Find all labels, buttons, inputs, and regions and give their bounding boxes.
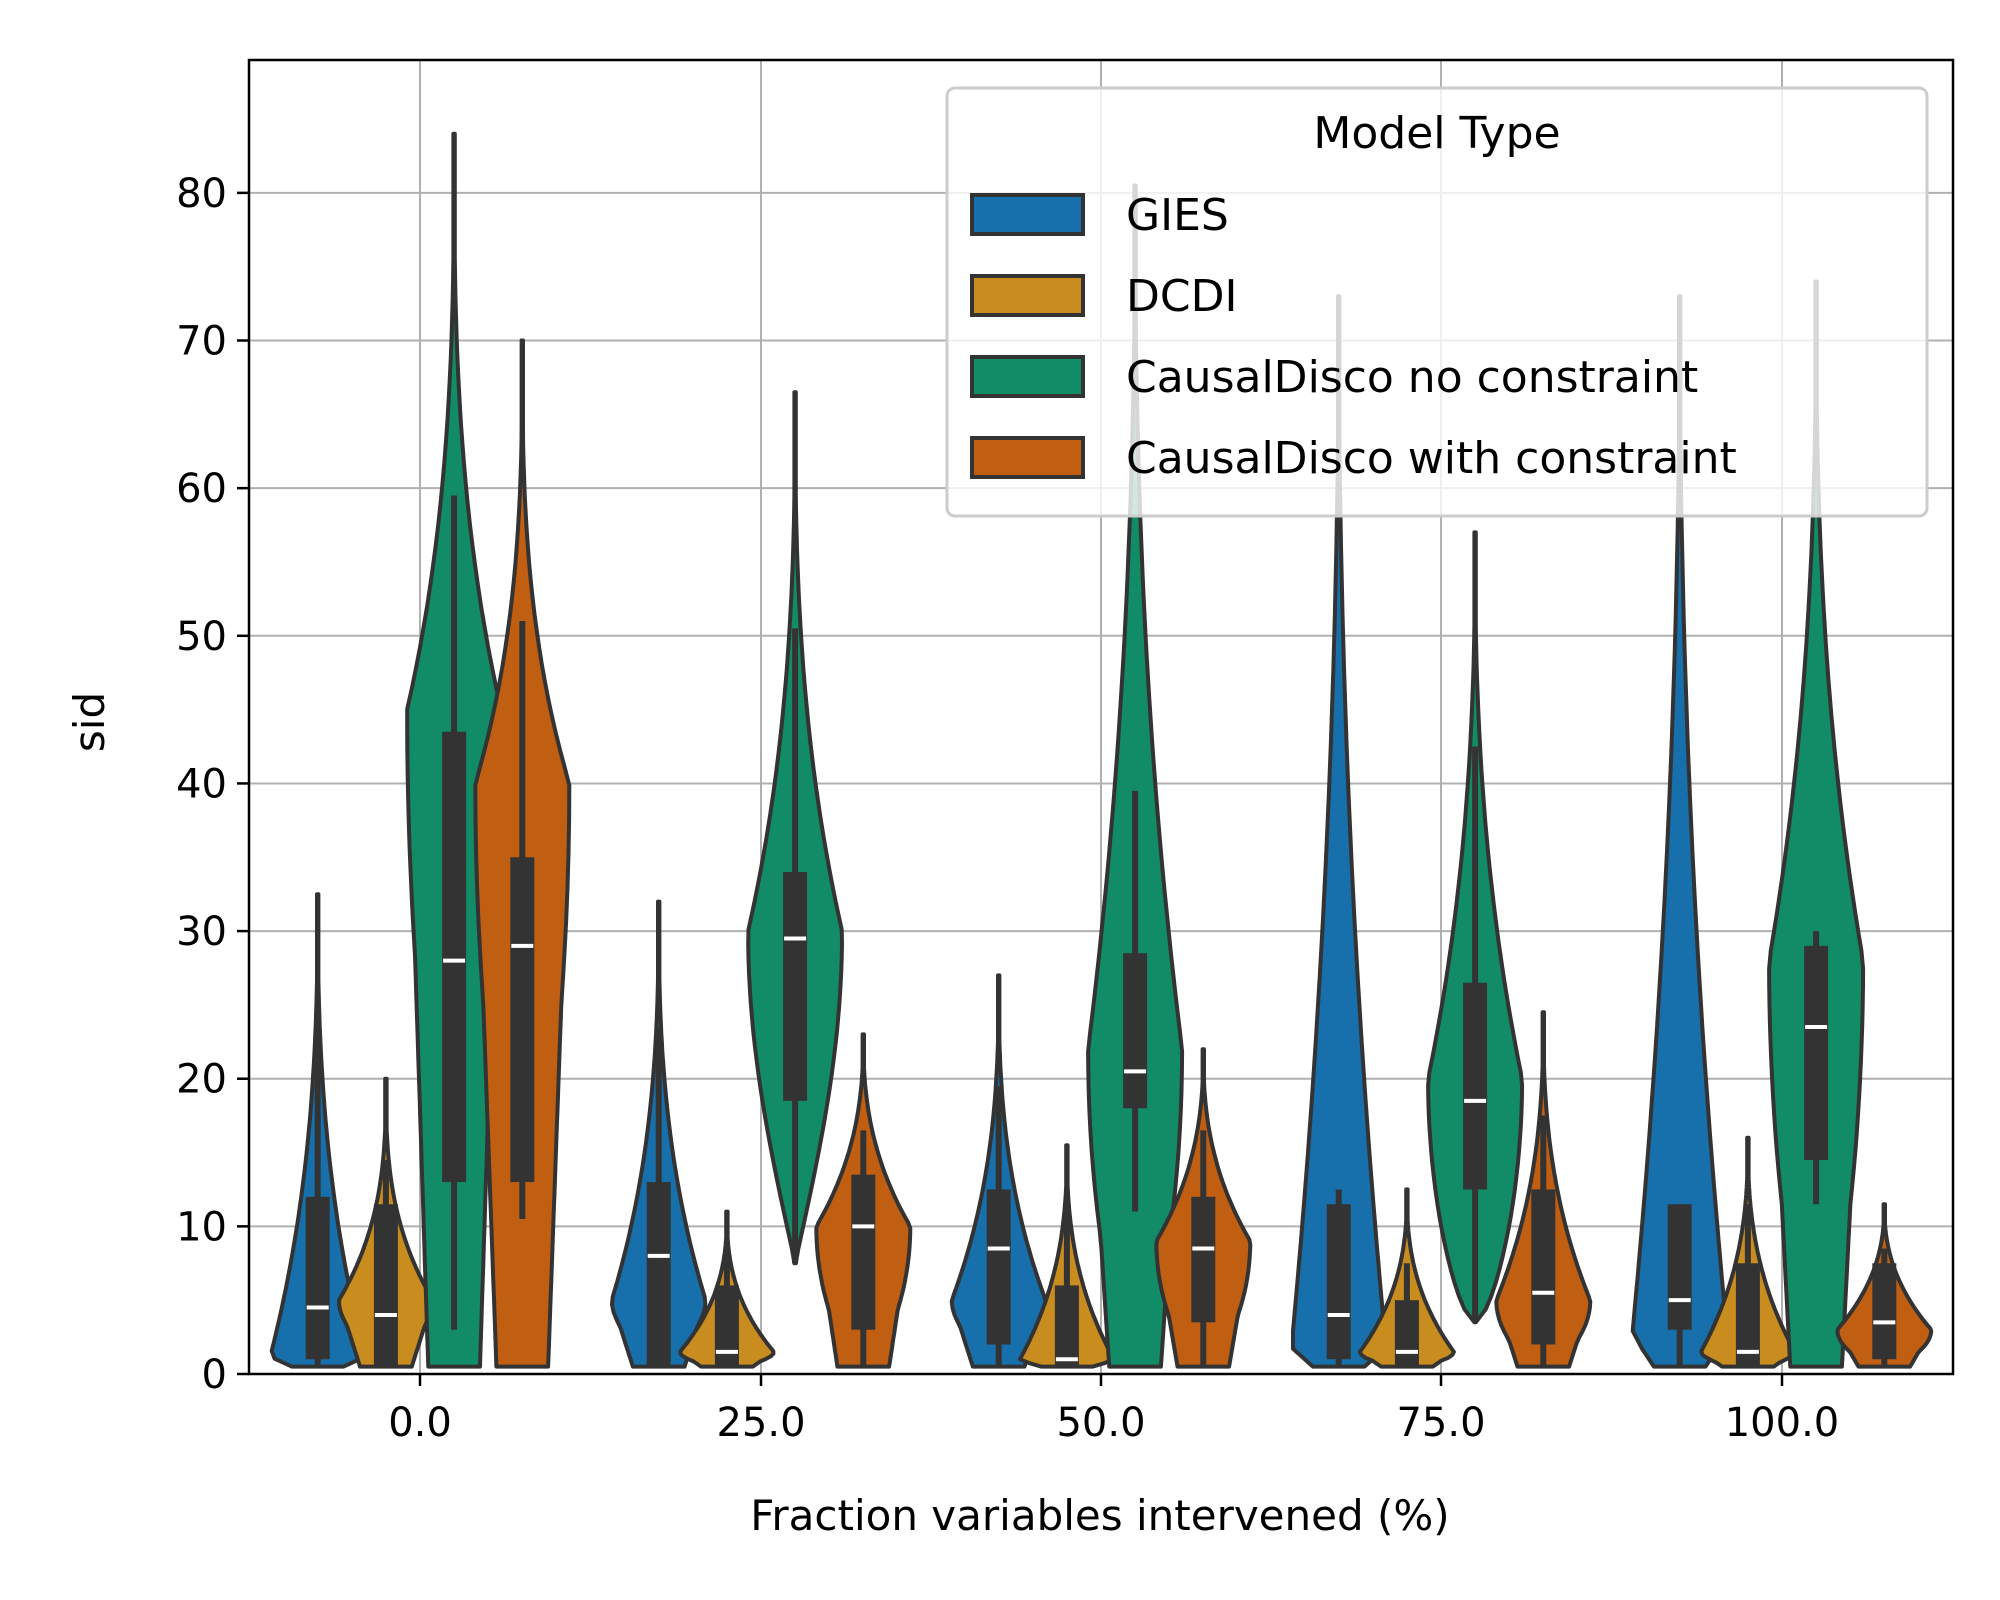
- iqr-box-0-4: [1667, 1204, 1692, 1330]
- x-axis-title: Fraction variables intervened (%): [750, 1491, 1449, 1540]
- iqr-box-2-2: [1123, 953, 1148, 1109]
- x-tick-label: 50.0: [1056, 1400, 1145, 1446]
- iqr-box-1-1: [714, 1285, 739, 1367]
- y-tick-label: 20: [176, 1057, 227, 1103]
- legend-swatch-2: [970, 355, 1085, 398]
- y-axis-title: sid: [65, 692, 114, 752]
- y-tick-label: 10: [176, 1204, 227, 1250]
- legend-label-2: CausalDisco no constraint: [1126, 352, 1698, 403]
- iqr-box-3-2: [1191, 1196, 1216, 1323]
- x-tick-label: 75.0: [1396, 1400, 1485, 1446]
- legend-title: Model Type: [1313, 108, 1560, 159]
- y-tick-label: 50: [176, 614, 227, 660]
- legend-label-3: CausalDisco with constraint: [1126, 433, 1737, 484]
- y-tick-label: 30: [176, 909, 227, 955]
- y-tick-label: 0: [202, 1352, 227, 1398]
- iqr-box-1-2: [1054, 1285, 1079, 1367]
- y-tick-label: 70: [176, 319, 227, 365]
- iqr-box-3-0: [510, 857, 535, 1183]
- iqr-box-0-0: [305, 1196, 330, 1360]
- iqr-box-1-0: [373, 1204, 398, 1367]
- iqr-box-0-3: [1326, 1204, 1351, 1360]
- iqr-box-1-3: [1394, 1300, 1419, 1367]
- legend-swatch-0: [970, 193, 1085, 236]
- y-tick-label: 40: [176, 761, 227, 807]
- legend: Model Type GIES DCDI CausalDisco no constr…: [945, 86, 1929, 518]
- iqr-box-2-3: [1463, 982, 1488, 1190]
- legend-swatch-1: [970, 274, 1085, 317]
- axes: 0 10 20 30 40 50 60 70 80 0.0 25.0 50.0 75.0 100.0: [176, 58, 1955, 1446]
- x-tick-label: 0.0: [388, 1400, 452, 1446]
- iqr-box-2-1: [783, 872, 808, 1101]
- y-tick-label: 60: [176, 466, 227, 512]
- iqr-box-3-4: [1872, 1263, 1897, 1360]
- iqr-box-1-4: [1735, 1263, 1760, 1367]
- iqr-box-3-3: [1531, 1189, 1556, 1345]
- iqr-box-2-4: [1804, 945, 1829, 1160]
- iqr-box-2-0: [442, 731, 467, 1183]
- legend-label-1: DCDI: [1126, 271, 1237, 322]
- iqr-box-0-1: [646, 1182, 671, 1367]
- legend-frame: [945, 86, 1929, 518]
- y-tick-label: 80: [176, 171, 227, 217]
- iqr-box-0-2: [986, 1189, 1011, 1345]
- violin-plots: [269, 131, 1934, 1369]
- legend-swatch-3: [970, 436, 1085, 479]
- legend-label-0: GIES: [1126, 190, 1229, 241]
- x-tick-label: 25.0: [716, 1400, 805, 1446]
- iqr-box-3-1: [851, 1174, 876, 1330]
- x-tick-label: 100.0: [1725, 1400, 1840, 1446]
